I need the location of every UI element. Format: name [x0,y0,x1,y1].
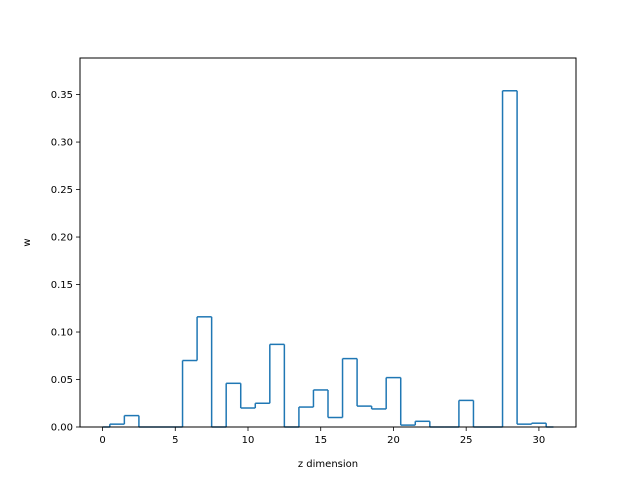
y-tick-label-0.05: 0.05 [51,375,73,386]
x-tick-label-0: 0 [99,435,105,446]
plot-area [80,58,576,427]
x-tick-label-5: 5 [172,435,178,446]
y-tick-label-0.25: 0.25 [51,185,73,196]
x-tick-label-15: 15 [314,435,327,446]
x-tick-label-25: 25 [460,435,473,446]
plot-frame [79,57,577,428]
y-tick-label-0.20: 0.20 [51,233,73,244]
y-axis-ticks: 0.00 0.05 0.10 0.15 0.20 0.25 0.30 0.35 [51,90,80,434]
y-tick-label-0.10: 0.10 [51,328,73,339]
y-tick-label-0.00: 0.00 [51,423,73,434]
y-tick-label-0.35: 0.35 [51,90,73,101]
y-tick-label-0.30: 0.30 [51,138,73,149]
x-axis-ticks: 0 5 10 15 20 25 30 [99,427,545,446]
x-tick-label-20: 20 [387,435,400,446]
y-axis-label: w [22,238,33,246]
y-tick-label-0.15: 0.15 [51,280,73,291]
x-tick-label-30: 30 [533,435,546,446]
x-axis-label: z dimension [298,459,358,470]
x-tick-label-10: 10 [242,435,255,446]
